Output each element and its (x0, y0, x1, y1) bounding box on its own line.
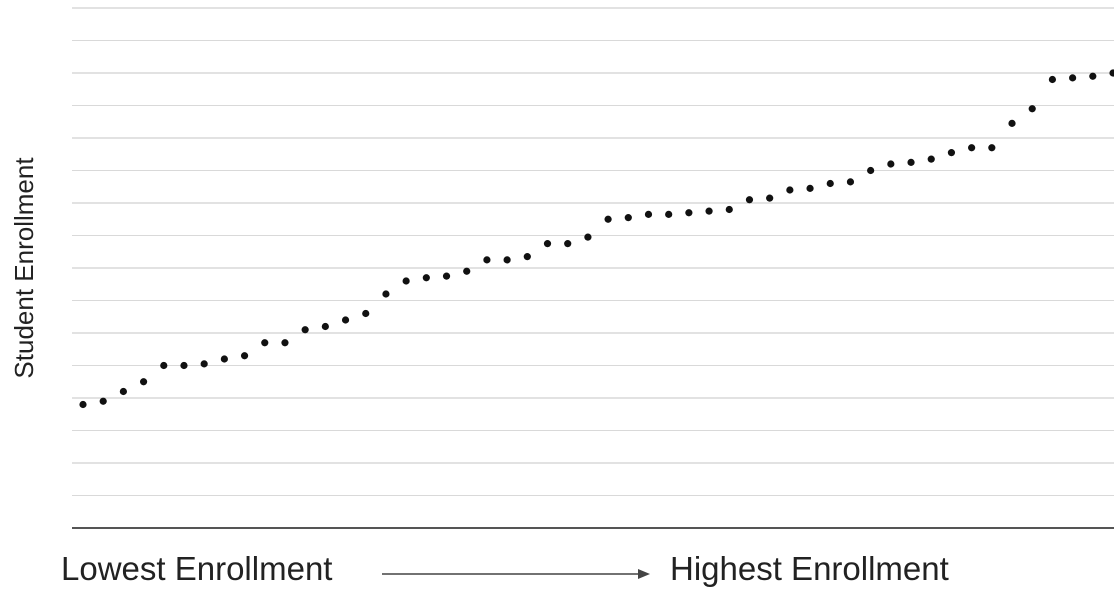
data-point (766, 194, 774, 202)
data-point (927, 155, 935, 163)
data-point (180, 361, 188, 370)
data-point (402, 277, 410, 285)
data-point (786, 186, 794, 194)
data-point (523, 253, 531, 261)
data-point (422, 274, 430, 282)
data-point (382, 290, 390, 298)
data-point (745, 196, 754, 204)
data-point (281, 339, 289, 347)
data-point (846, 178, 855, 186)
data-point (685, 209, 693, 217)
data-point (362, 309, 370, 318)
data-point (1028, 105, 1036, 113)
data-point (907, 158, 915, 166)
data-point (543, 240, 552, 248)
data-point (240, 352, 249, 360)
data-point (483, 256, 491, 264)
data-point (341, 316, 350, 324)
data-point (584, 233, 592, 241)
data-point (99, 397, 107, 405)
data-point (968, 144, 976, 152)
data-point (564, 240, 572, 248)
data-point (1008, 119, 1016, 127)
data-point (119, 387, 127, 396)
data-point (79, 400, 87, 409)
data-point (826, 179, 834, 188)
data-point (665, 210, 673, 218)
data-point (139, 378, 148, 386)
data-point (947, 149, 956, 157)
data-point (220, 355, 228, 363)
x-axis-label-highest: Highest Enrollment (670, 550, 949, 587)
data-point (806, 184, 814, 192)
data-point (887, 160, 895, 168)
data-point (725, 205, 733, 214)
data-point (644, 210, 653, 218)
y-axis-label: Student Enrollment (9, 157, 39, 379)
data-point (200, 360, 208, 368)
data-point (463, 267, 471, 275)
data-point (321, 322, 329, 331)
data-point (442, 272, 451, 280)
data-point (160, 361, 168, 370)
data-point (867, 166, 875, 175)
data-point (1048, 75, 1057, 84)
data-point (1069, 74, 1077, 82)
data-point (503, 256, 511, 264)
direction-arrow-icon (382, 569, 650, 579)
data-point (1089, 72, 1097, 80)
data-point (301, 326, 309, 334)
data-point (261, 339, 269, 347)
data-points (79, 69, 1114, 409)
data-point (705, 207, 713, 215)
x-axis-label-lowest: Lowest Enrollment (61, 550, 333, 587)
grid-lines (72, 7, 1114, 496)
data-point (1109, 69, 1114, 77)
data-point (988, 144, 996, 152)
data-point (604, 215, 612, 223)
data-point (624, 214, 632, 222)
